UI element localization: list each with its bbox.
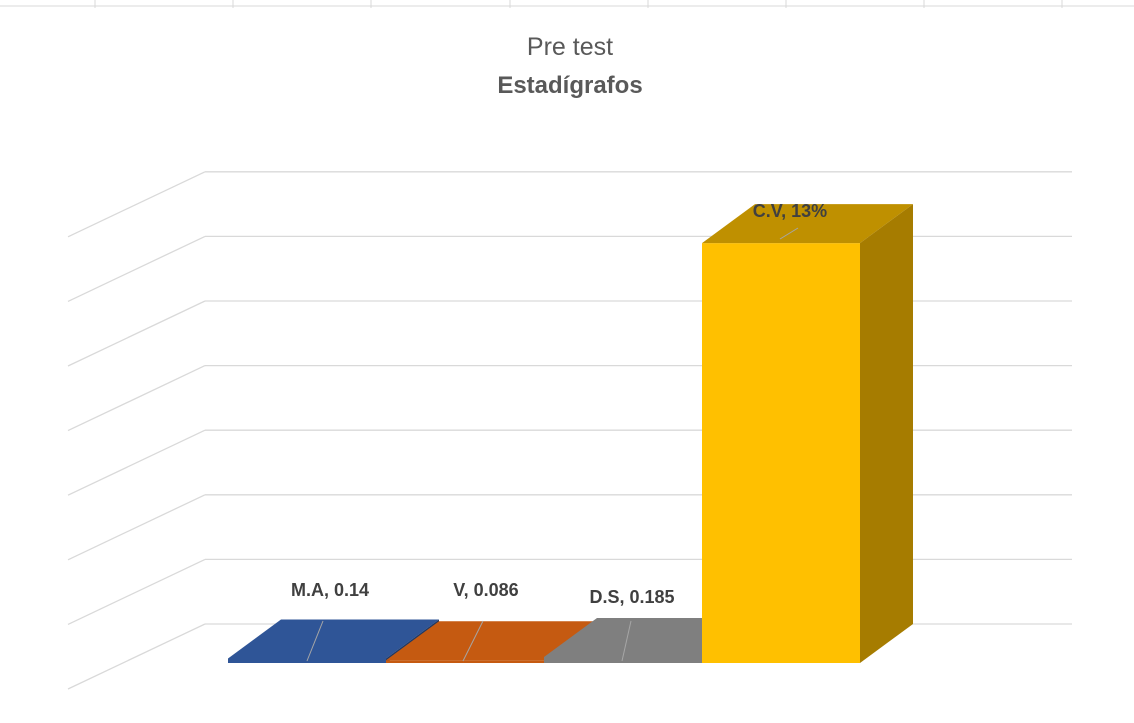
- gridline-side-0: [67, 623, 206, 690]
- bar-C.V: [702, 204, 913, 663]
- data-labels: M.A, 0.14 V, 0.086 D.S, 0.185 C.V, 13%: [291, 201, 827, 662]
- data-label-V: V, 0.086: [453, 580, 518, 600]
- gridline-side-6: [67, 429, 206, 496]
- data-label-D.S: D.S, 0.185: [589, 587, 674, 607]
- gridline-side-14: [67, 171, 206, 238]
- data-label-M.A: M.A, 0.14: [291, 580, 369, 600]
- gridline-side-12: [67, 235, 206, 302]
- bar-side-C.V: [860, 204, 913, 663]
- leader-line-C.V: [779, 227, 799, 240]
- gridline-side-2: [67, 558, 206, 625]
- data-label-C.V: C.V, 13%: [753, 201, 827, 221]
- bar-front-V: [386, 660, 544, 663]
- bar-front-D.S: [544, 657, 702, 663]
- bar-top-V: [386, 621, 597, 661]
- gridline-side-4: [67, 494, 206, 561]
- gridline-side-10: [67, 300, 206, 367]
- leader-line-V: [462, 620, 484, 662]
- leader-line-M.A: [306, 620, 324, 662]
- gridline-side-8: [67, 365, 206, 432]
- leader-line-D.S: [621, 620, 632, 662]
- bars: [228, 204, 913, 663]
- bar-top-M.A: [228, 619, 439, 659]
- chart-subtitle: Estadígrafos: [497, 72, 642, 99]
- gridlines: [67, 171, 1072, 690]
- bar-top-C.V: [702, 204, 913, 244]
- bar-front-C.V: [702, 243, 860, 663]
- chart-title: Pre test: [527, 33, 613, 61]
- frame-ticks: [94, 0, 1063, 8]
